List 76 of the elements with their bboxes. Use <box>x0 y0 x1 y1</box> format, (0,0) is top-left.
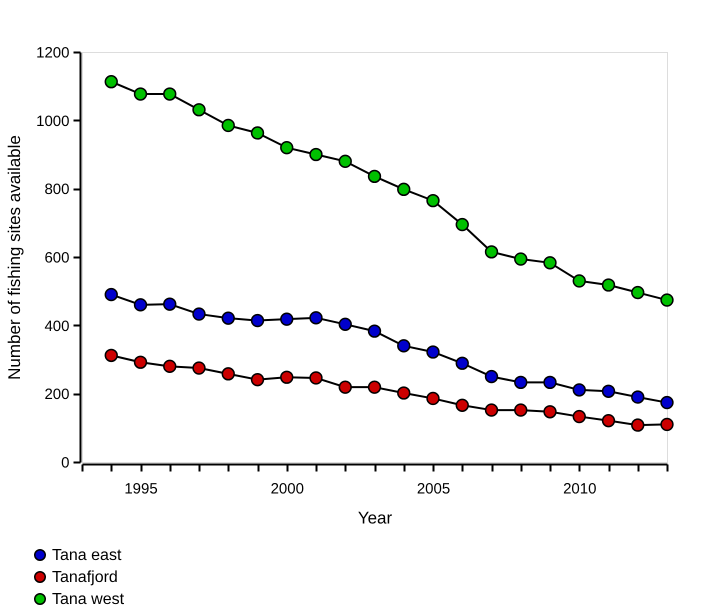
point <box>514 376 528 390</box>
y-tick-label: 200 <box>44 386 70 404</box>
point <box>660 396 674 410</box>
point <box>104 75 118 88</box>
point <box>426 194 440 208</box>
point <box>426 345 440 359</box>
point <box>163 360 176 373</box>
point <box>602 414 616 428</box>
point <box>368 380 382 394</box>
point <box>134 298 148 312</box>
point <box>368 170 382 184</box>
point <box>572 410 586 424</box>
point <box>222 367 235 381</box>
point <box>602 278 616 292</box>
point <box>338 154 352 168</box>
point <box>572 274 586 288</box>
point <box>602 384 616 398</box>
point <box>456 398 469 412</box>
point <box>192 307 206 321</box>
y-tick-label: 800 <box>44 181 70 198</box>
y-tick-label: 1200 <box>36 44 70 62</box>
point <box>514 403 528 417</box>
point <box>631 418 644 432</box>
point <box>397 386 410 400</box>
point <box>514 252 528 266</box>
point <box>250 126 264 140</box>
point <box>543 256 557 270</box>
point <box>104 288 118 302</box>
point <box>338 318 352 331</box>
point <box>192 361 206 375</box>
y-tick-label: 600 <box>44 250 70 266</box>
legend-label: Tana west <box>52 591 125 608</box>
point <box>338 380 352 394</box>
point <box>163 87 176 101</box>
point <box>309 311 323 324</box>
point <box>543 405 557 418</box>
point <box>280 312 294 326</box>
point <box>222 118 235 132</box>
y-axis-title: Number of fishing sites available <box>5 135 24 380</box>
point <box>397 339 410 352</box>
x-tick-label: 1995 <box>124 480 158 498</box>
point <box>484 370 498 384</box>
point <box>309 148 323 162</box>
point <box>104 348 118 362</box>
point <box>280 141 294 154</box>
point <box>543 376 557 390</box>
point <box>222 312 235 325</box>
y-tick-label: 400 <box>44 318 70 335</box>
point <box>280 370 294 384</box>
point <box>397 182 410 196</box>
point <box>368 324 382 338</box>
x-tick-label: 2000 <box>270 480 304 498</box>
y-tick-label: 1000 <box>36 112 70 130</box>
point <box>134 87 148 101</box>
point <box>456 356 469 370</box>
point <box>572 383 586 397</box>
point <box>631 286 644 300</box>
point <box>660 293 674 307</box>
point <box>163 297 176 311</box>
x-tick-label: 2005 <box>416 480 450 498</box>
point <box>250 314 264 328</box>
legend-label: Tanafjord <box>52 569 118 586</box>
point <box>660 418 674 432</box>
point <box>134 356 148 369</box>
point <box>631 390 644 404</box>
legend-label: Tana east <box>52 547 122 564</box>
point <box>484 403 498 417</box>
y-tick-label: 0 <box>61 454 70 472</box>
point <box>192 103 206 116</box>
point <box>250 373 264 386</box>
point <box>309 371 323 385</box>
x-tick-label: 2010 <box>563 480 596 498</box>
point <box>484 245 498 259</box>
x-axis-title: Year <box>358 508 393 528</box>
point <box>426 392 440 406</box>
point <box>456 218 469 232</box>
